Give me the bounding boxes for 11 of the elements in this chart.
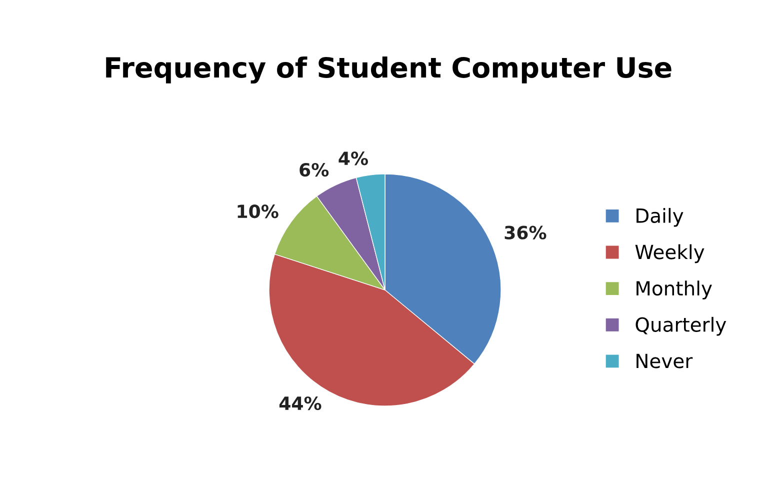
- legend-label: Never: [636, 354, 693, 368]
- data-label: 44%: [279, 396, 322, 410]
- legend-label: Weekly: [635, 244, 704, 264]
- data-label: 4%: [338, 152, 368, 166]
- data-label: 10%: [238, 204, 278, 218]
- legend-label: Quarterly: [636, 316, 726, 336]
- data-label: 36%: [504, 226, 546, 240]
- data-label: 6%: [300, 162, 329, 177]
- legend-label: Monthly: [636, 280, 712, 300]
- legend-label: Daily: [636, 208, 684, 227]
- chart-title: Frequency of Student Computer Use: [106, 56, 672, 84]
